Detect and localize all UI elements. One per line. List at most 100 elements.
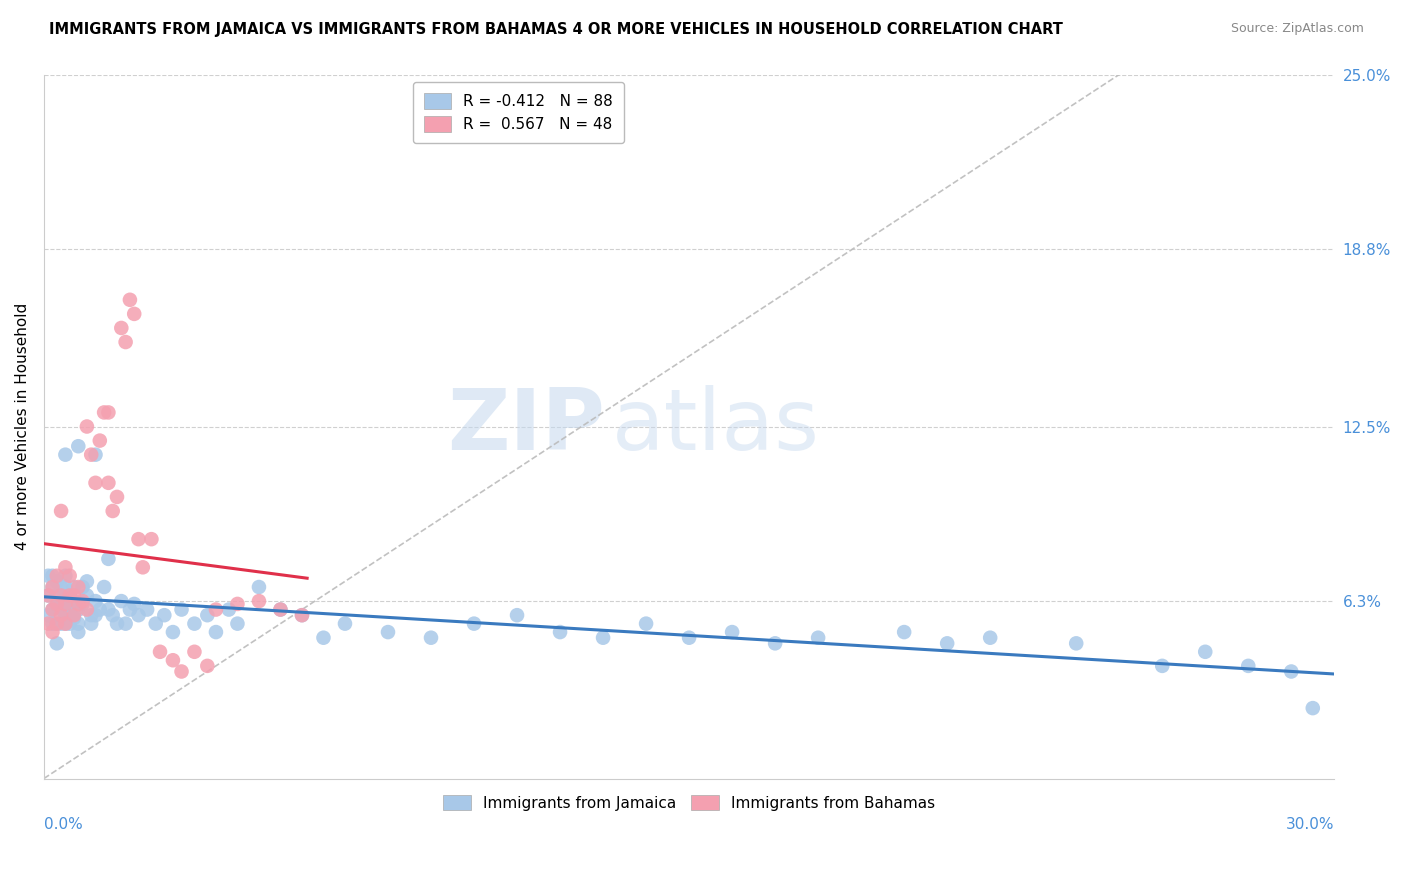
Point: [153, 608, 176, 623]
Point: [893, 625, 915, 640]
Point: [291, 608, 314, 623]
Point: [114, 616, 136, 631]
Text: 0.0%: 0.0%: [44, 817, 83, 832]
Point: [49, 594, 72, 608]
Point: [132, 560, 155, 574]
Point: [55, 608, 77, 623]
Point: [49, 589, 72, 603]
Point: [89, 602, 111, 616]
Point: [721, 625, 744, 640]
Point: [49, 616, 72, 631]
Point: [463, 616, 485, 631]
Point: [55, 616, 77, 631]
Point: [49, 608, 72, 623]
Point: [122, 597, 145, 611]
Point: [936, 636, 959, 650]
Point: [205, 625, 228, 640]
Point: [67, 625, 90, 640]
Point: [41, 625, 63, 640]
Point: [312, 631, 335, 645]
Point: [49, 602, 72, 616]
Point: [195, 658, 218, 673]
Point: [97, 475, 120, 490]
Point: [80, 448, 103, 462]
Point: [45, 597, 67, 611]
Point: [1237, 658, 1260, 673]
Point: [122, 307, 145, 321]
Point: [110, 321, 132, 335]
Point: [37, 568, 59, 582]
Point: [55, 568, 77, 582]
Point: [592, 631, 614, 645]
Point: [76, 574, 98, 589]
Point: [763, 636, 786, 650]
Point: [105, 490, 128, 504]
Point: [55, 448, 77, 462]
Point: [67, 602, 90, 616]
Point: [97, 405, 120, 419]
Point: [183, 645, 205, 659]
Point: [205, 602, 228, 616]
Point: [162, 625, 184, 640]
Point: [49, 504, 72, 518]
Text: IMMIGRANTS FROM JAMAICA VS IMMIGRANTS FROM BAHAMAS 4 OR MORE VEHICLES IN HOUSEHO: IMMIGRANTS FROM JAMAICA VS IMMIGRANTS FR…: [49, 22, 1063, 37]
Point: [45, 616, 67, 631]
Text: 30.0%: 30.0%: [1286, 817, 1334, 832]
Point: [59, 568, 82, 582]
Point: [506, 608, 529, 623]
Point: [807, 631, 830, 645]
Point: [1279, 665, 1302, 679]
Point: [110, 594, 132, 608]
Point: [55, 597, 77, 611]
Point: [67, 597, 90, 611]
Point: [84, 608, 107, 623]
Point: [63, 594, 86, 608]
Point: [59, 589, 82, 603]
Point: [37, 608, 59, 623]
Point: [105, 616, 128, 631]
Point: [162, 653, 184, 667]
Point: [548, 625, 571, 640]
Point: [97, 552, 120, 566]
Point: [45, 616, 67, 631]
Point: [84, 475, 107, 490]
Point: [67, 616, 90, 631]
Point: [41, 580, 63, 594]
Point: [59, 608, 82, 623]
Point: [420, 631, 443, 645]
Point: [72, 597, 94, 611]
Point: [76, 419, 98, 434]
Point: [93, 405, 115, 419]
Point: [37, 616, 59, 631]
Point: [41, 602, 63, 616]
Point: [45, 589, 67, 603]
Point: [67, 439, 90, 453]
Point: [636, 616, 658, 631]
Point: [72, 580, 94, 594]
Point: [377, 625, 399, 640]
Point: [678, 631, 700, 645]
Point: [76, 602, 98, 616]
Point: [1064, 636, 1087, 650]
Point: [145, 616, 167, 631]
Point: [55, 616, 77, 631]
Point: [80, 616, 103, 631]
Point: [45, 597, 67, 611]
Point: [195, 608, 218, 623]
Point: [269, 602, 291, 616]
Point: [59, 616, 82, 631]
Point: [59, 602, 82, 616]
Point: [84, 594, 107, 608]
Point: [63, 589, 86, 603]
Point: [49, 580, 72, 594]
Point: [59, 589, 82, 603]
Point: [41, 580, 63, 594]
Legend: Immigrants from Jamaica, Immigrants from Bahamas: Immigrants from Jamaica, Immigrants from…: [437, 789, 941, 817]
Point: [183, 616, 205, 631]
Point: [55, 580, 77, 594]
Point: [41, 616, 63, 631]
Text: atlas: atlas: [612, 385, 820, 468]
Y-axis label: 4 or more Vehicles in Household: 4 or more Vehicles in Household: [15, 303, 30, 550]
Point: [80, 608, 103, 623]
Point: [45, 568, 67, 582]
